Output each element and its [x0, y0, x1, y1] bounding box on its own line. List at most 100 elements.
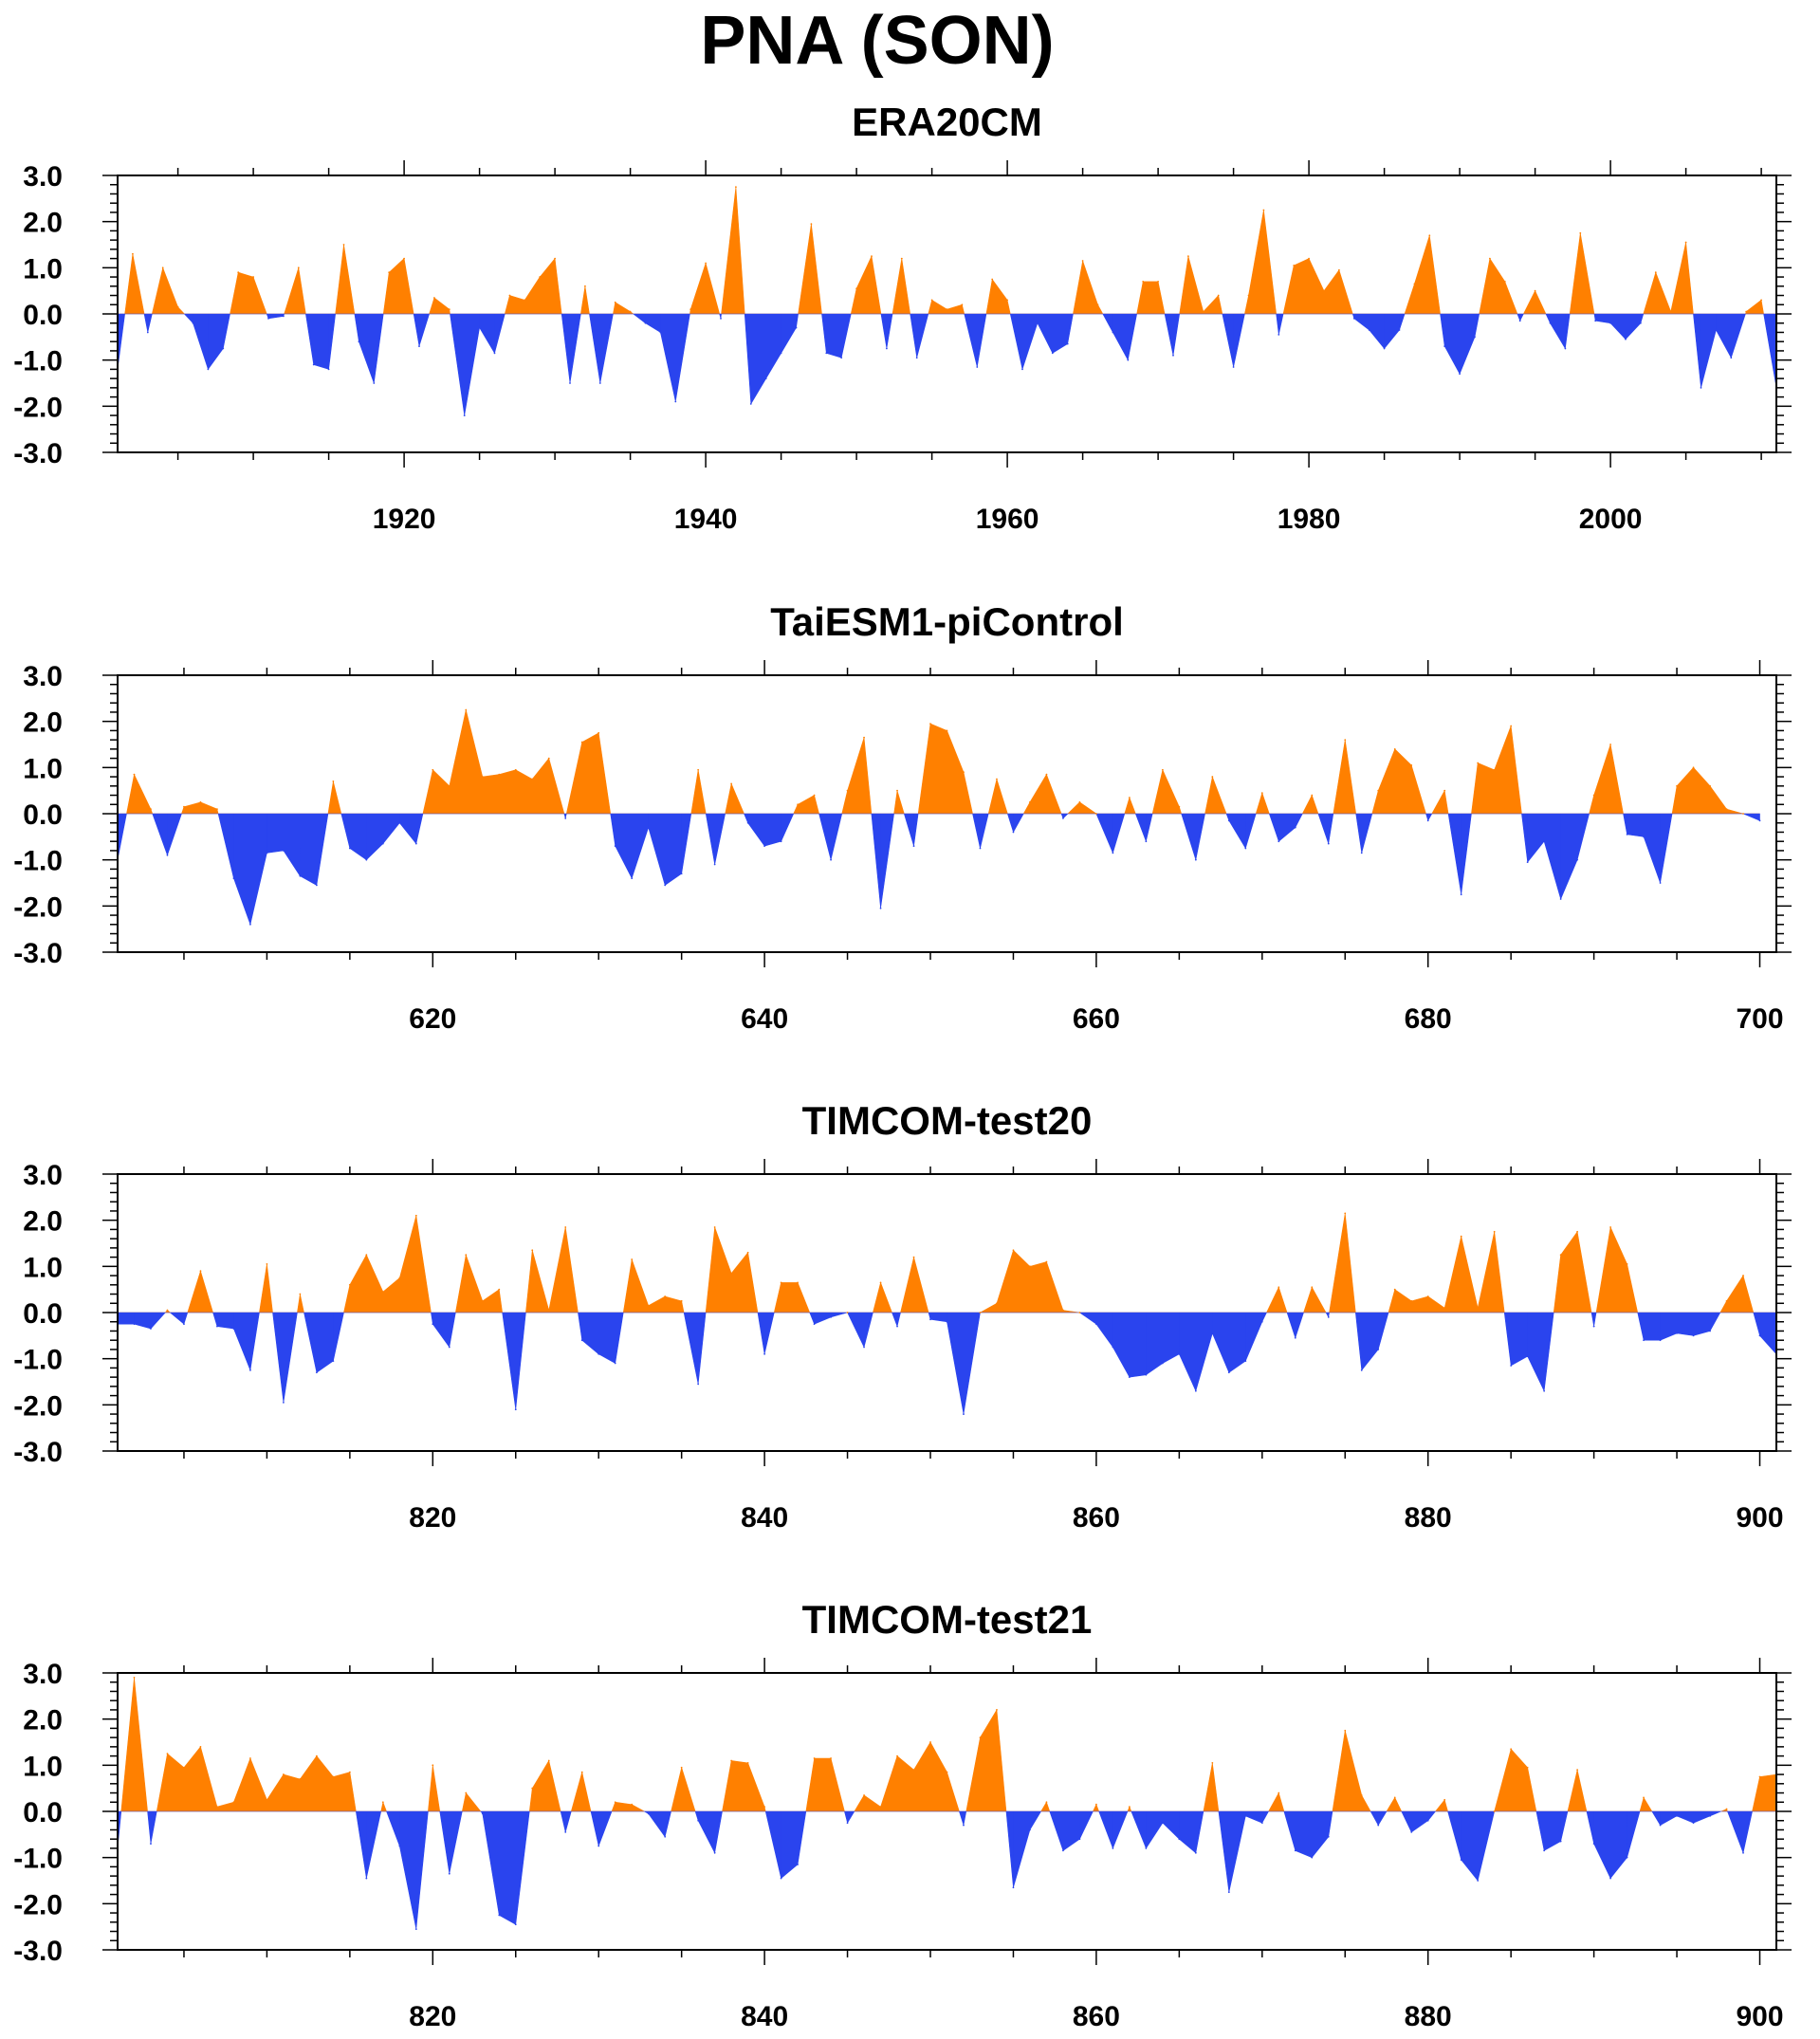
data-point: [1742, 1275, 1744, 1277]
data-point: [946, 729, 948, 732]
data-point: [1078, 1838, 1081, 1841]
data-point: [1576, 858, 1579, 861]
data-point: [1709, 784, 1711, 787]
data-point: [232, 1328, 235, 1330]
data-point: [1227, 819, 1230, 822]
data-point: [1725, 1808, 1728, 1810]
data-point: [1045, 773, 1048, 776]
data-point: [1643, 1796, 1645, 1799]
data-point: [564, 1226, 567, 1228]
data-point: [481, 1812, 484, 1815]
data-point: [746, 821, 749, 824]
y-tick-label: -2.0: [13, 1390, 63, 1422]
data-point: [598, 382, 601, 384]
x-tick-label: 900: [1736, 2001, 1783, 2032]
data-point: [283, 1773, 285, 1775]
data-point: [166, 1309, 169, 1312]
data-point: [896, 1754, 898, 1757]
data-point: [1659, 1339, 1662, 1342]
data-point: [1078, 800, 1081, 803]
data-point: [1244, 1360, 1247, 1362]
data-point: [580, 1771, 583, 1773]
data-point: [644, 321, 647, 324]
data-point: [863, 1794, 865, 1796]
data-point: [1260, 792, 1263, 794]
data-point: [133, 1323, 136, 1326]
data-point: [498, 1914, 501, 1917]
data-point: [1676, 784, 1678, 787]
data-point: [448, 784, 450, 787]
data-point: [830, 1757, 832, 1759]
data-point: [1066, 342, 1069, 345]
data-point: [1211, 776, 1214, 778]
data-point: [1227, 1891, 1230, 1894]
data-point: [1489, 257, 1491, 260]
data-point: [1742, 1851, 1744, 1854]
data-point: [614, 301, 616, 303]
data-point: [448, 308, 450, 311]
data-point: [315, 884, 318, 887]
data-point: [1460, 1235, 1462, 1238]
data-point: [1247, 294, 1250, 297]
data-point: [1676, 1814, 1678, 1817]
y-tick-label: -1.0: [13, 1844, 63, 1875]
data-point: [1308, 257, 1310, 260]
data-point: [1045, 1260, 1048, 1263]
data-point: [1526, 861, 1529, 863]
data-point: [232, 877, 235, 880]
chart-panel-3: TIMCOM-test20 3.0 2.0 1.0 0.0 -1.0 -2.0 -3.0 820…: [13, 1098, 1792, 1534]
data-point: [961, 303, 964, 306]
data-point: [493, 352, 496, 355]
x-tick-label: 1980: [1278, 504, 1341, 535]
y-tick-label: 3.0: [23, 161, 63, 193]
data-point: [780, 1877, 782, 1880]
data-point: [342, 244, 345, 246]
data-point: [1410, 1299, 1413, 1302]
data-point: [1112, 331, 1114, 334]
data-point: [846, 789, 849, 792]
data-point: [1564, 347, 1567, 350]
data-point: [1327, 1835, 1330, 1838]
data-point: [680, 1766, 683, 1769]
data-point: [564, 817, 567, 819]
data-point: [348, 847, 351, 850]
data-point: [813, 1757, 816, 1759]
data-point: [746, 1251, 749, 1254]
data-point: [146, 331, 149, 334]
data-point: [614, 845, 616, 847]
data-point: [797, 803, 799, 806]
data-point: [674, 400, 677, 403]
data-point: [481, 776, 484, 778]
data-point: [1626, 1856, 1628, 1859]
data-point: [1643, 836, 1645, 838]
data-point: [1360, 1369, 1363, 1371]
data-point: [780, 840, 782, 843]
y-tick-label: -3.0: [13, 1936, 63, 1967]
chart-panel-4: TIMCOM-test21 3.0 2.0 1.0 0.0 -1.0 -2.0 -3.0 820…: [13, 1597, 1792, 2032]
data-point: [1278, 334, 1280, 336]
x-tick-label: 1960: [976, 504, 1039, 535]
data-point: [879, 1806, 882, 1809]
figure-title: PNA (SON): [700, 3, 1055, 79]
data-point: [1543, 1389, 1546, 1392]
x-tick-label: 640: [741, 1003, 788, 1035]
data-point: [1576, 1230, 1579, 1233]
data-point: [1344, 1729, 1347, 1732]
data-point: [1518, 320, 1521, 322]
data-point: [216, 808, 218, 811]
data-point: [1730, 357, 1733, 359]
data-point: [465, 1791, 468, 1794]
data-point: [1576, 1769, 1579, 1772]
data-point: [1659, 1824, 1662, 1827]
y-tick-label: 1.0: [23, 753, 63, 784]
x-tick-label: 820: [409, 1502, 456, 1534]
y-tick-label: 1.0: [23, 253, 63, 285]
data-point: [133, 1676, 136, 1679]
data-point: [1609, 321, 1611, 324]
data-point: [680, 1299, 683, 1302]
data-point: [199, 800, 202, 803]
data-point: [283, 1402, 285, 1404]
data-point: [1715, 329, 1718, 331]
data-point: [1217, 294, 1220, 297]
data-point: [547, 1759, 550, 1762]
